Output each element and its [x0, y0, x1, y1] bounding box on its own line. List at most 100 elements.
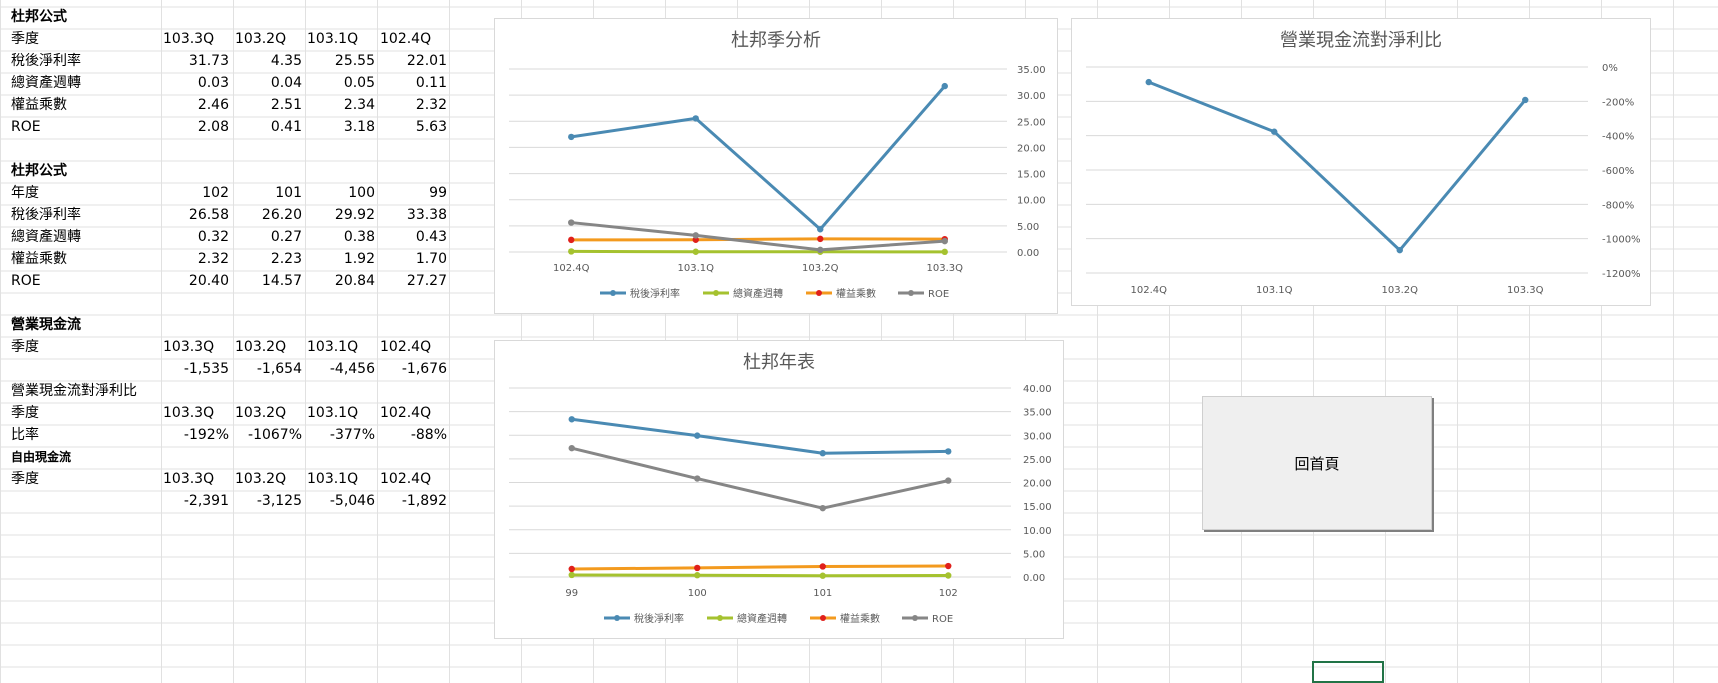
y-tick-label: 25.00	[1017, 117, 1046, 128]
value-cell: 14.57	[261, 273, 302, 289]
value-cell: -1,535	[183, 361, 229, 377]
value-cell: -377%	[329, 427, 375, 443]
value-cell: 0.11	[415, 75, 447, 91]
header-cell: 101	[275, 185, 302, 201]
value-cell: -2,391	[183, 493, 229, 509]
data-point	[1522, 96, 1529, 104]
legend-label: ROE	[932, 614, 953, 625]
data-point	[819, 572, 826, 579]
value-cell: -1,654	[256, 361, 302, 377]
chart-cashflow-ratio[interactable]: 營業現金流對淨利比 0% -200% -400% -600% -800% -1000% -12…	[1071, 18, 1651, 306]
x-tick-label: 103.1Q	[678, 263, 715, 274]
legend-marker	[912, 615, 918, 621]
legend-marker	[908, 290, 914, 296]
y-tick-label: 20.00	[1017, 143, 1046, 154]
y-tick-label: 15.00	[1023, 502, 1052, 513]
series-line	[571, 446, 949, 510]
header-cell: 102.4Q	[380, 339, 432, 355]
data-point	[819, 450, 826, 457]
data-point	[568, 571, 575, 579]
value-cell: 2.23	[270, 251, 302, 267]
data-point	[945, 477, 952, 484]
header-cell: 102	[202, 185, 229, 201]
value-cell: -1,892	[401, 493, 447, 509]
legend-label: 稅後淨利率	[634, 612, 684, 625]
data-point	[568, 219, 575, 226]
row-label: 比率	[11, 427, 39, 443]
data-point	[694, 564, 701, 572]
data-point	[1145, 78, 1152, 86]
section-title-free-cashflow: 自由現金流	[11, 450, 72, 464]
legend-label: ROE	[928, 289, 949, 300]
data-point	[568, 236, 575, 244]
data-point	[1396, 246, 1403, 254]
value-cell: -192%	[183, 427, 229, 443]
header-label: 季度	[11, 405, 39, 421]
section-title-cashflow-ratio: 營業現金流對淨利比	[11, 383, 137, 399]
x-tick-label: 100	[688, 588, 707, 599]
header-cell: 103.3Q	[163, 31, 215, 47]
value-cell: 0.32	[197, 229, 229, 245]
series-line	[571, 237, 945, 242]
value-cell: 2.32	[197, 251, 229, 267]
section-title-operating-cashflow: 營業現金流	[11, 317, 81, 333]
header-cell: 103.2Q	[235, 339, 287, 355]
legend-marker	[610, 290, 616, 296]
data-point	[694, 432, 701, 439]
header-cell: 103.1Q	[307, 31, 359, 47]
x-tick-label: 102.4Q	[1131, 285, 1168, 296]
series-line	[571, 85, 946, 231]
data-point	[692, 232, 699, 239]
data-point	[941, 82, 948, 90]
data-point	[694, 572, 701, 579]
header-label: 年度	[11, 185, 39, 201]
y-tick-label: 10.00	[1023, 526, 1052, 537]
y-tick-label: -800%	[1602, 200, 1634, 211]
header-cell: 103.3Q	[163, 339, 215, 355]
value-cell: 20.40	[188, 273, 229, 289]
data-point	[692, 236, 699, 243]
chart-dupont-annual[interactable]: 杜邦年表 0.00 5.00 10.00 15.00 20.00 25.00 30.00 35.…	[494, 340, 1064, 639]
data-point	[692, 115, 699, 122]
y-tick-label: -1000%	[1602, 235, 1641, 246]
x-tick-label: 103.1Q	[1256, 285, 1293, 296]
legend-label: 稅後淨利率	[630, 287, 680, 300]
y-tick-label: 5.00	[1023, 549, 1045, 560]
home-button[interactable]: 回首頁	[1202, 396, 1432, 530]
y-tick-label: 5.00	[1017, 222, 1039, 233]
legend-marker	[614, 615, 620, 621]
data-point	[568, 416, 575, 423]
header-cell: 103.1Q	[307, 339, 359, 355]
value-cell: 2.51	[270, 97, 302, 113]
y-tick-label: -600%	[1602, 166, 1634, 177]
y-tick-label: 40.00	[1023, 384, 1052, 395]
data-point	[568, 444, 575, 452]
selected-cell[interactable]	[1312, 661, 1384, 683]
y-tick-label: -1200%	[1602, 269, 1641, 280]
legend-label: 總資產週轉	[737, 612, 787, 625]
x-tick-label: 103.2Q	[1382, 285, 1419, 296]
data-point	[817, 235, 824, 243]
chart-dupont-quarterly[interactable]: 杜邦季分析 0.00 5.00 10.00 15.00 20.00 25.00 30.00 35…	[494, 18, 1058, 314]
value-cell: -3,125	[256, 493, 302, 509]
value-cell: 0.04	[270, 75, 302, 91]
y-tick-label: 20.00	[1023, 479, 1052, 490]
x-tick-label: 99	[565, 588, 578, 599]
x-tick-label: 103.3Q	[1507, 285, 1544, 296]
chart-svg: 杜邦年表 0.00 5.00 10.00 15.00 20.00 25.00 30.00 35.…	[509, 352, 1052, 625]
y-tick-label: -400%	[1602, 132, 1634, 143]
x-tick-label: 102.4Q	[553, 263, 590, 274]
value-cell: 26.58	[188, 207, 229, 223]
x-tick-label: 101	[813, 588, 832, 599]
value-cell: 0.05	[343, 75, 375, 91]
value-cell: 2.34	[343, 97, 375, 113]
header-cell: 102.4Q	[380, 31, 432, 47]
value-cell: 2.32	[415, 97, 447, 113]
row-label: 稅後淨利率	[11, 53, 81, 69]
series-line	[571, 417, 949, 455]
header-cell: 102.4Q	[380, 405, 432, 421]
value-cell: 0.03	[197, 75, 229, 91]
chart-title: 杜邦季分析	[731, 30, 821, 51]
value-cell: 33.38	[406, 207, 447, 223]
header-cell: 103.3Q	[163, 471, 215, 487]
